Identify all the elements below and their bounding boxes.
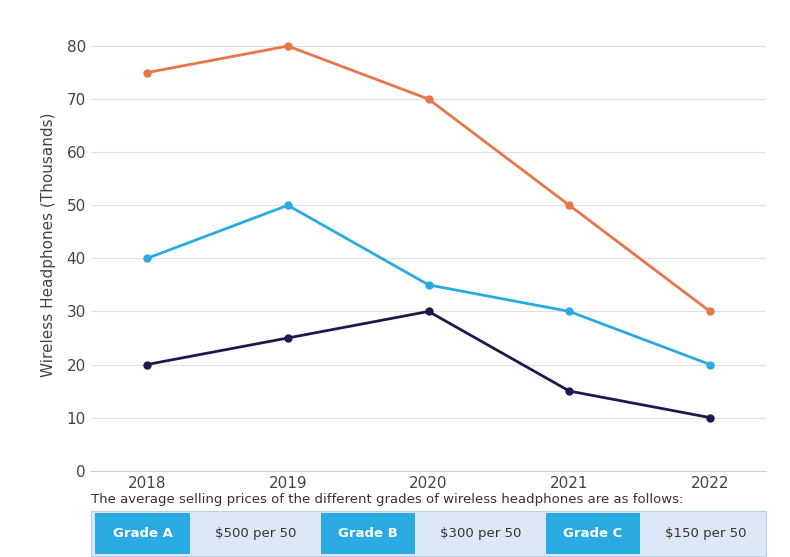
Text: The average selling prices of the different grades of wireless headphones are as: The average selling prices of the differ… xyxy=(91,493,683,506)
Text: Grade B: Grade B xyxy=(338,527,397,540)
Legend: A, B, C: A, B, C xyxy=(331,512,526,540)
A xyxy=(142,361,152,368)
C xyxy=(565,202,574,209)
C xyxy=(705,308,715,315)
Text: $300 per 50: $300 per 50 xyxy=(440,527,521,540)
A xyxy=(705,414,715,421)
Line: C: C xyxy=(144,42,713,315)
B xyxy=(142,255,152,262)
Line: A: A xyxy=(144,308,713,421)
A xyxy=(565,388,574,394)
Text: $150 per 50: $150 per 50 xyxy=(664,527,747,540)
B xyxy=(565,308,574,315)
C xyxy=(424,96,434,102)
C xyxy=(142,69,152,76)
Line: B: B xyxy=(144,202,713,368)
B xyxy=(705,361,715,368)
Y-axis label: Wireless Headphones (Thousands): Wireless Headphones (Thousands) xyxy=(40,113,55,377)
Text: $500 per 50: $500 per 50 xyxy=(215,527,296,540)
B xyxy=(283,202,292,209)
Text: Grade C: Grade C xyxy=(563,527,623,540)
Text: Grade A: Grade A xyxy=(113,527,172,540)
C xyxy=(283,43,292,50)
A xyxy=(424,308,434,315)
A xyxy=(283,335,292,341)
B xyxy=(424,281,434,288)
